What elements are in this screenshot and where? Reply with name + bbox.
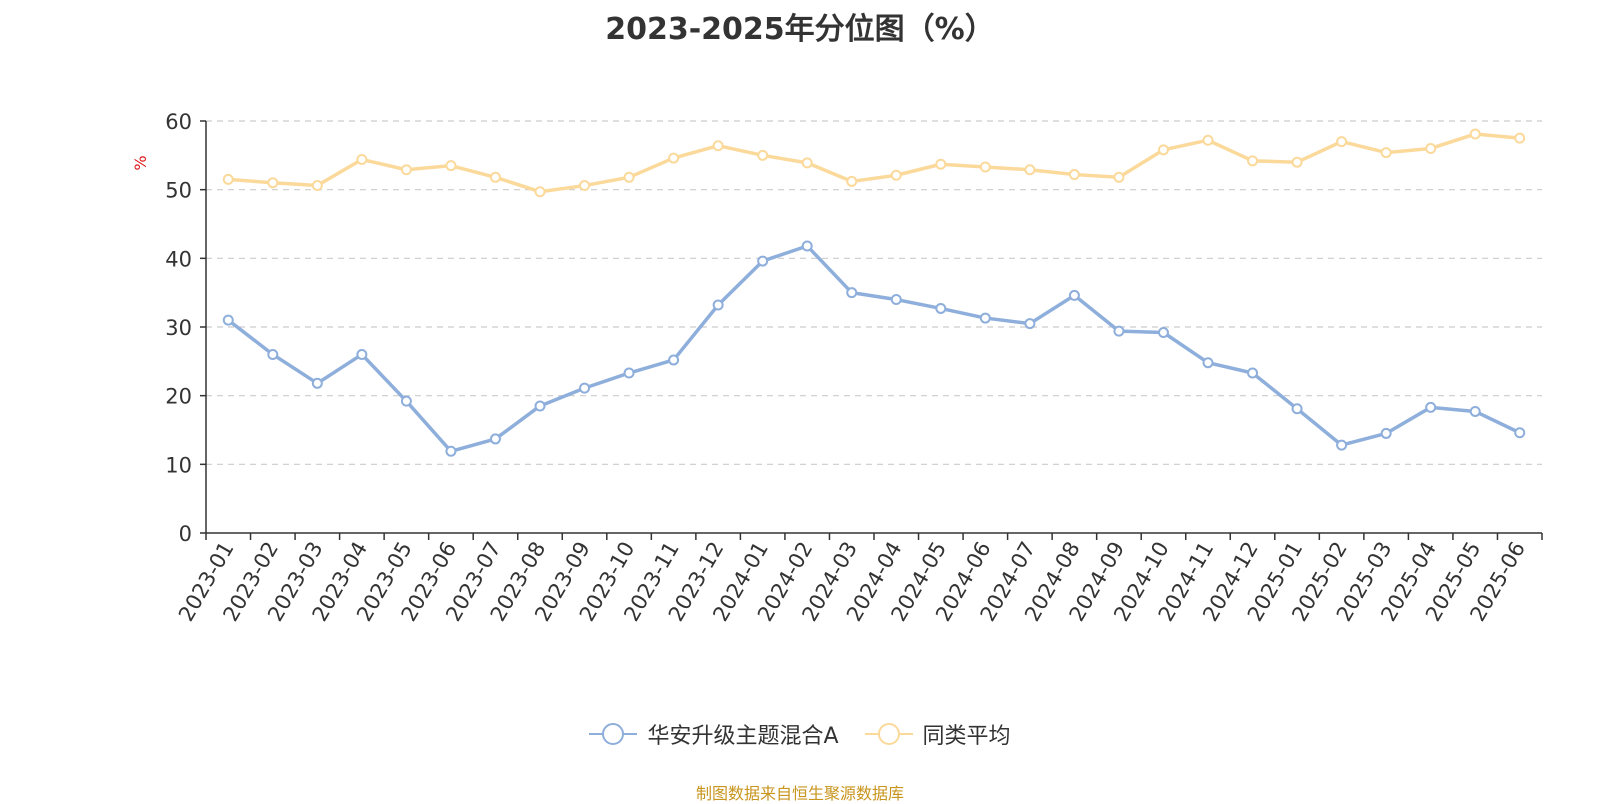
data-point-1-2025-01	[1291, 403, 1303, 415]
data-point-2-2023-10	[623, 171, 635, 183]
data-point-1-2024-10	[1157, 326, 1169, 338]
data-point-1-2023-11	[668, 354, 680, 366]
data-point-2-2025-06	[1514, 132, 1526, 144]
data-point-2-2023-07	[489, 171, 501, 183]
legend-marker-series-2	[864, 722, 913, 746]
data-point-2-2023-04	[356, 153, 368, 165]
data-point-2-2024-10	[1157, 144, 1169, 156]
data-point-2-2024-09	[1113, 171, 1125, 183]
series-line-1	[227, 244, 1521, 454]
data-point-2-2023-02	[267, 177, 279, 189]
legend-item-series-1[interactable]: 华安升级主题混合A	[589, 718, 839, 750]
y-axis-label: %	[131, 155, 150, 170]
data-point-2-2024-06	[979, 161, 991, 173]
data-point-1-2023-10	[623, 367, 635, 379]
y-tick-label-10: 10	[165, 453, 192, 477]
data-point-1-2024-06	[979, 312, 991, 324]
data-point-1-2024-05	[935, 302, 947, 314]
data-source-note: 制图数据来自恒生聚源数据库	[695, 784, 904, 803]
chart-legend: 华安升级主题混合A 同类平均	[0, 718, 1600, 750]
data-point-2-2024-04	[890, 169, 902, 181]
data-point-2-2024-08	[1068, 169, 1080, 181]
data-point-1-2025-02	[1336, 439, 1348, 451]
legend-label-series-2: 同类平均	[922, 724, 1011, 749]
data-point-2-2023-12	[712, 140, 724, 152]
data-point-1-2023-12	[712, 299, 724, 311]
data-point-1-2024-07	[1024, 318, 1036, 330]
series-1	[222, 240, 1526, 457]
data-point-1-2023-02	[267, 348, 279, 360]
data-point-1-2023-07	[489, 433, 501, 445]
series-line-2	[228, 132, 1520, 194]
data-point-1-2023-04	[356, 348, 368, 360]
data-point-1-2024-11	[1202, 357, 1214, 369]
data-point-2-2025-02	[1336, 136, 1348, 148]
data-point-2-2024-05	[935, 158, 947, 170]
data-point-1-2025-05	[1469, 405, 1481, 417]
data-point-1-2025-03	[1380, 427, 1392, 439]
y-tick-label-40: 40	[165, 247, 192, 271]
data-point-2-2023-03	[311, 180, 323, 192]
y-tick-label-20: 20	[165, 385, 192, 409]
legend-label-series-1: 华安升级主题混合A	[647, 724, 839, 749]
data-point-2-2025-03	[1380, 147, 1392, 159]
chart-title: 2023-2025年分位图（%）	[605, 12, 995, 47]
data-point-2-2023-08	[534, 186, 546, 198]
data-point-2-2023-11	[668, 152, 680, 164]
data-point-2-2024-01	[757, 149, 769, 161]
data-point-1-2024-02	[801, 240, 813, 252]
data-point-1-2023-08	[534, 400, 546, 412]
y-tick-label-60: 60	[165, 110, 192, 134]
data-point-2-2024-03	[846, 175, 858, 187]
data-point-2-2025-05	[1469, 128, 1481, 140]
data-point-1-2024-01	[757, 255, 769, 267]
data-point-2-2023-05	[400, 164, 412, 176]
y-tick-label-0: 0	[179, 522, 192, 546]
data-point-2-2025-04	[1425, 142, 1437, 154]
data-point-2-2024-11	[1202, 134, 1214, 146]
legend-item-series-2[interactable]: 同类平均	[864, 718, 1011, 750]
grid-lines	[206, 120, 1542, 465]
data-point-2-2024-02	[801, 157, 813, 169]
data-point-1-2025-04	[1425, 401, 1437, 413]
data-point-1-2024-09	[1113, 325, 1125, 337]
data-point-1-2024-03	[846, 287, 858, 299]
series-2	[222, 128, 1526, 198]
series	[222, 128, 1526, 457]
data-point-1-2023-03	[311, 377, 323, 389]
y-tick-label-30: 30	[165, 316, 192, 340]
data-point-1-2024-04	[890, 294, 902, 306]
legend-marker-series-1	[589, 722, 638, 746]
y-tick-label-50: 50	[165, 179, 192, 203]
data-point-1-2023-09	[579, 382, 591, 394]
data-point-1-2023-05	[400, 395, 412, 407]
data-point-1-2024-12	[1247, 367, 1259, 379]
data-point-2-2023-06	[445, 160, 457, 172]
axes: 01020304050602023-012023-022023-032023-0…	[165, 110, 1543, 625]
data-point-1-2023-06	[445, 445, 457, 457]
data-point-2-2023-09	[579, 180, 591, 192]
data-point-1-2023-01	[222, 314, 234, 326]
data-point-2-2024-07	[1024, 164, 1036, 176]
data-point-2-2024-12	[1247, 155, 1259, 167]
data-point-1-2025-06	[1514, 427, 1526, 439]
data-point-2-2025-01	[1291, 156, 1303, 168]
data-point-1-2024-08	[1068, 289, 1080, 301]
data-point-2-2023-01	[222, 173, 234, 185]
